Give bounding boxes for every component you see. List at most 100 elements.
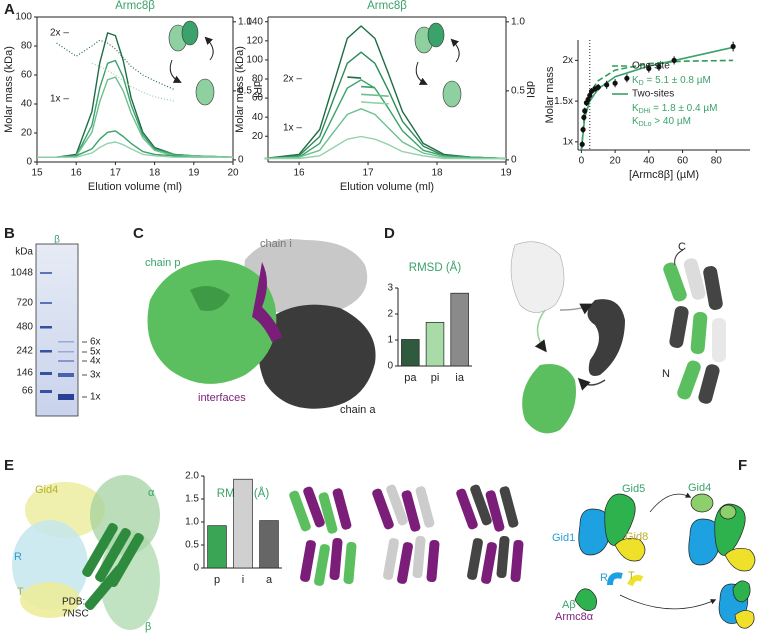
subunit-label: T — [628, 570, 635, 582]
x-tick-label: 80 — [711, 156, 723, 167]
y-tick-label: 1 — [387, 335, 393, 346]
bar — [259, 520, 279, 569]
panel-letter: B — [4, 225, 15, 242]
superposition — [289, 484, 524, 586]
subunit-label: β — [145, 621, 151, 633]
data-point — [595, 84, 601, 90]
band-label: 5x — [90, 347, 101, 358]
y-tick-label: 80 — [252, 74, 264, 85]
lane-label: β — [54, 235, 60, 246]
y2-tick-label: 1.0 — [238, 16, 252, 27]
dri-trace — [264, 51, 507, 160]
constant-subscript: D — [639, 80, 644, 87]
x-tick-label: i — [242, 574, 244, 586]
annotation: 1x – — [283, 123, 302, 134]
mass-trace — [56, 39, 175, 91]
marker-label: 66 — [22, 386, 34, 397]
x-tick-label: 18 — [431, 168, 443, 179]
marker-label: 146 — [16, 368, 33, 379]
constant-value: = 5.1 ± 0.8 µM — [644, 75, 711, 86]
constant-symbol: K — [632, 75, 639, 86]
panel-letter: E — [4, 457, 14, 474]
mass-trace — [361, 93, 389, 97]
constant-value: > 40 µM — [652, 116, 691, 127]
y-axis-label: Molar mass — [544, 66, 556, 123]
y-axis-label: Molar mass (kDa) — [3, 46, 15, 133]
marker-label: 720 — [16, 298, 33, 309]
chart-title: Armc8β — [367, 0, 407, 12]
x-tick-label: ia — [455, 372, 464, 384]
cartoon-structure — [663, 249, 726, 404]
y2-axis-label: dRI — [524, 81, 536, 98]
y2-tick-label: 0.5 — [238, 86, 252, 97]
chain-label: chain a — [340, 404, 376, 416]
assembly-schematic — [574, 492, 756, 629]
subunit-label: Aβ — [562, 599, 576, 611]
subunit-label: R — [14, 551, 22, 563]
band-label: 4x — [90, 356, 101, 367]
panel-letter: C — [133, 225, 144, 242]
mass-trace — [361, 101, 389, 105]
x-tick-label: 16 — [71, 168, 83, 179]
surface-structure — [147, 239, 376, 409]
y-tick-label: 2x — [562, 55, 573, 66]
y2-tick-label: 0 — [511, 155, 517, 166]
data-point — [604, 82, 610, 88]
subunit-label: Gid4 — [688, 482, 711, 494]
x-tick-label: pa — [404, 372, 417, 384]
x-tick-label: 0 — [579, 156, 585, 167]
terminus-label: C — [678, 241, 686, 253]
x-tick-label: 17 — [362, 168, 374, 179]
constant-symbol: K — [632, 116, 639, 127]
annotation: 2x – — [283, 74, 302, 85]
x-axis-label: Elution volume (ml) — [340, 181, 434, 193]
x-tick-label: 17 — [110, 168, 122, 179]
pdb-id: 7NSC — [62, 609, 89, 620]
y-tick-label: 40 — [21, 99, 33, 110]
x-tick-label: 20 — [610, 156, 622, 167]
structure-label: Armc8α — [555, 611, 594, 623]
legend-label: Two-sites — [632, 89, 674, 100]
y-tick-label: 1x — [562, 136, 573, 147]
constant-subscript: DHi — [639, 108, 651, 115]
marker-label: 480 — [16, 322, 33, 333]
mass-trace — [347, 76, 362, 79]
y-tick-label: 2.0 — [185, 471, 199, 482]
fit-constant: KD = 5.1 ± 0.8 µM — [632, 75, 711, 87]
data-point — [671, 57, 677, 63]
constant-subscript: DLo — [639, 121, 652, 128]
bar — [207, 525, 227, 569]
chain-label: chain i — [260, 238, 292, 250]
gel-unit: kDa — [15, 247, 33, 258]
y2-axis-label: dRI — [251, 81, 263, 98]
y-tick-label: 0 — [193, 563, 199, 574]
x-tick-label: a — [266, 574, 273, 586]
legend-label: One-site — [632, 61, 670, 72]
band-ticks — [82, 341, 87, 398]
y2-tick-label: 0.5 — [511, 86, 525, 97]
y-tick-label: 20 — [21, 128, 33, 139]
bar — [401, 339, 420, 367]
data-point — [579, 141, 585, 147]
annotation: 2x – — [50, 28, 69, 39]
chart-title: Armc8β — [115, 0, 155, 12]
x-tick-label: pi — [431, 372, 440, 384]
y-tick-label: 1.5x — [554, 96, 573, 107]
y-tick-label: 60 — [252, 93, 264, 104]
y2-tick-label: 0 — [238, 155, 244, 166]
x-tick-label: 18 — [149, 168, 161, 179]
subunit-label: T — [17, 586, 24, 598]
fit-constant: KDLo > 40 µM — [632, 116, 691, 128]
constant-value: = 1.8 ± 0.4 µM — [650, 103, 717, 114]
marker-label: 1048 — [11, 268, 34, 279]
mass-trace — [361, 85, 375, 89]
data-point — [656, 64, 662, 70]
y-tick-label: 100 — [15, 12, 32, 23]
dri-trace — [264, 79, 507, 160]
y-tick-label: 140 — [246, 16, 263, 27]
y-tick-label: 20 — [252, 131, 264, 142]
panel-letter: D — [384, 225, 395, 242]
subunit-label: R — [600, 572, 608, 584]
y-tick-label: 0 — [387, 361, 393, 372]
x-tick-label: 19 — [188, 168, 200, 179]
